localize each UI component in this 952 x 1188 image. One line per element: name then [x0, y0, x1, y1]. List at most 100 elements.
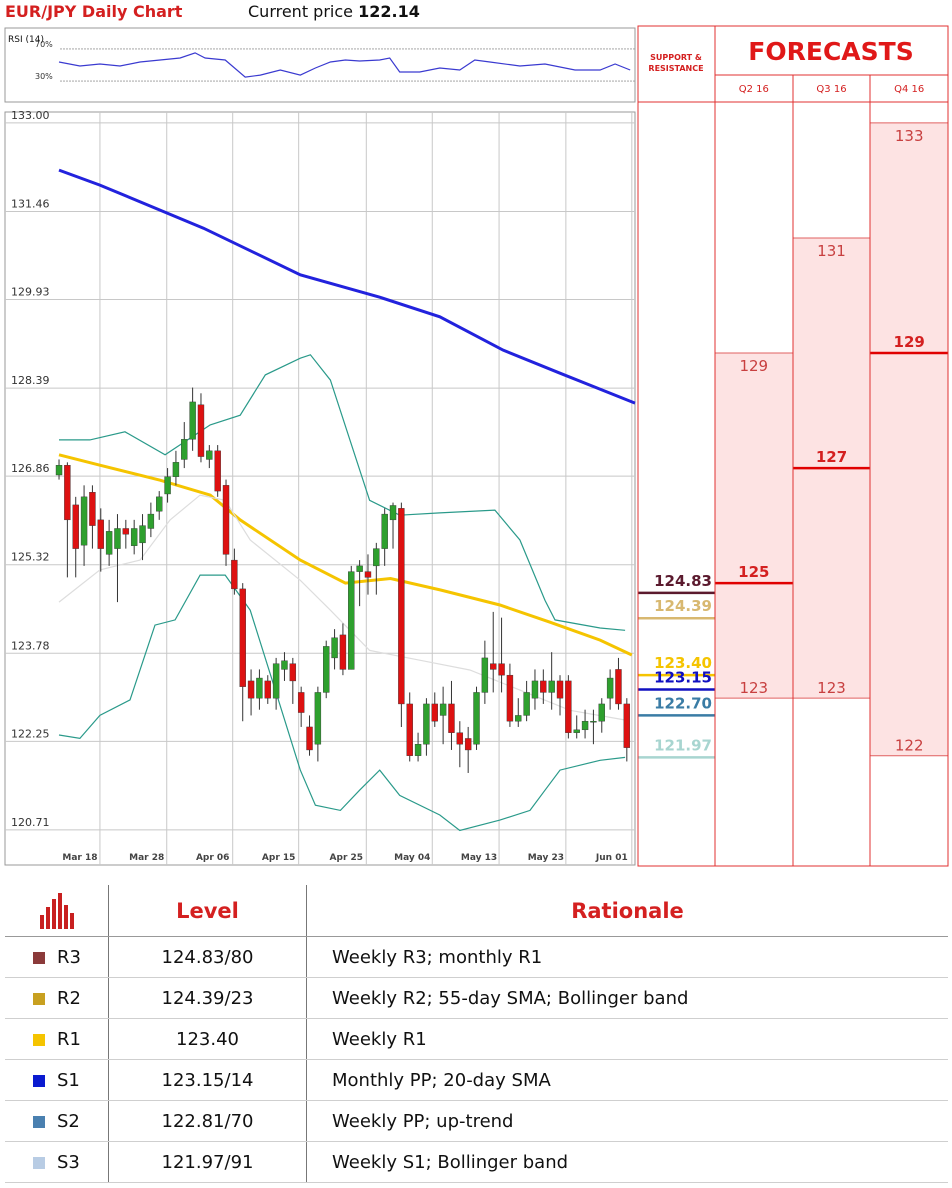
level-name: S3	[57, 1151, 80, 1173]
candle-body	[448, 703, 455, 733]
column-label: Q2 16	[739, 84, 769, 95]
right-panel: SUPPORT &RESISTANCE124.83124.39123.40123…	[638, 37, 949, 759]
rationale: Weekly R3; monthly R1	[306, 936, 948, 978]
candle-body	[490, 663, 497, 670]
low-label: 122	[895, 737, 924, 755]
candle-body	[139, 525, 146, 544]
y-tick-label: 123.78	[11, 639, 50, 652]
levels-title: RESISTANCE	[648, 64, 703, 73]
candle-body	[231, 559, 238, 590]
candle-body	[64, 465, 71, 521]
candle-body	[247, 680, 255, 699]
column-header: Rationale	[306, 885, 948, 937]
candle-body	[164, 476, 171, 495]
median-label: 127	[816, 448, 847, 466]
candle-body	[581, 720, 589, 731]
low-label: 123	[739, 679, 768, 697]
level-value: 122.81/70	[108, 1100, 307, 1142]
candle-body	[548, 680, 555, 693]
candle-body	[172, 462, 180, 477]
forecast-range	[870, 122, 949, 756]
candle-body	[565, 680, 572, 733]
x-tick-label: Apr 06	[196, 853, 230, 863]
candle-body	[130, 528, 138, 546]
y-tick-label: 125.32	[11, 551, 50, 564]
candle-body	[306, 726, 313, 751]
table-row: S1 123.15/14 Monthly PP; 20-day SMA	[5, 1059, 948, 1101]
table-row: S3 121.97/91 Weekly S1; Bollinger band	[5, 1141, 948, 1183]
swatch	[33, 1115, 45, 1128]
high-label: 131	[817, 242, 846, 260]
name-cell: R2	[5, 977, 109, 1019]
price-panel	[4, 111, 636, 866]
x-tick-label: May 04	[394, 853, 430, 863]
candle-body	[389, 505, 397, 521]
candle-body	[281, 660, 288, 670]
price-value: 122.14	[358, 2, 420, 21]
candle-body	[590, 720, 597, 723]
indicator-line	[58, 494, 626, 721]
rsi-panel	[4, 27, 636, 103]
candle-body	[297, 692, 305, 713]
candle-body	[105, 531, 113, 555]
candle-body	[356, 565, 363, 572]
indicator-line	[59, 354, 626, 631]
candle-body	[256, 677, 263, 699]
price-plot: RSI (14)70% 30% 133.00 131.46 129.93 128.39 12…	[5, 35, 636, 865]
candle-body	[540, 680, 547, 693]
candle-body	[523, 692, 530, 716]
indicator-line	[58, 453, 633, 657]
x-tick-label: Apr 25	[330, 853, 364, 863]
candle-body	[89, 492, 96, 526]
candle-body	[439, 703, 447, 716]
chart-icon	[39, 892, 74, 929]
candle-body	[55, 465, 63, 476]
candle-body	[464, 738, 472, 751]
candle-body	[114, 528, 121, 549]
name-cell: S2	[5, 1100, 109, 1142]
candle-body	[331, 637, 338, 659]
level-value: 124.39/23	[108, 977, 307, 1019]
candle-body	[197, 404, 205, 457]
y-tick-label: 30%	[35, 72, 53, 81]
level-name: R2	[57, 987, 81, 1009]
table-row: R2 124.39/23 Weekly R2; 55-day SMA; Bollin…	[5, 977, 948, 1019]
candle-body	[80, 496, 88, 546]
candle-body	[506, 674, 514, 722]
level-name: S1	[57, 1069, 80, 1091]
levels-table: Level Rationale R3 124.83/80 Weekly R3; mo…	[5, 885, 948, 1183]
column-label: Q4 16	[894, 84, 924, 95]
swatch	[33, 1156, 45, 1169]
candle-body	[272, 663, 280, 699]
indicator-line	[58, 574, 626, 832]
median-label: 125	[738, 563, 769, 581]
candle-body	[348, 571, 355, 670]
low-label: 123	[817, 679, 846, 697]
y-tick-label: 120.71	[11, 816, 50, 829]
candle-body	[573, 729, 580, 733]
candle-body	[414, 743, 422, 756]
level-value: 123.15/14	[108, 1059, 307, 1101]
level-label: 124.83	[654, 572, 712, 590]
y-tick-label: 133.00	[11, 109, 50, 122]
swatch	[33, 1074, 45, 1087]
rationale: Monthly PP; 20-day SMA	[306, 1059, 948, 1101]
candle-body	[181, 439, 188, 460]
candle-body	[122, 528, 130, 535]
candle-body	[323, 646, 330, 693]
name-cell: R3	[5, 936, 109, 978]
candle-body	[156, 496, 163, 512]
rationale: Weekly R1	[306, 1018, 948, 1060]
candle-body	[189, 401, 196, 440]
candle-body	[373, 548, 380, 567]
candle-body	[314, 692, 322, 745]
rsi-line	[58, 52, 631, 78]
candle-body	[498, 663, 505, 676]
candle-body	[615, 669, 622, 705]
level-name: S2	[57, 1110, 80, 1132]
column-header: Level	[108, 885, 307, 937]
candle-body	[481, 657, 489, 693]
level-name: R1	[57, 1028, 81, 1050]
forecast-title: FORECASTS	[748, 37, 913, 66]
